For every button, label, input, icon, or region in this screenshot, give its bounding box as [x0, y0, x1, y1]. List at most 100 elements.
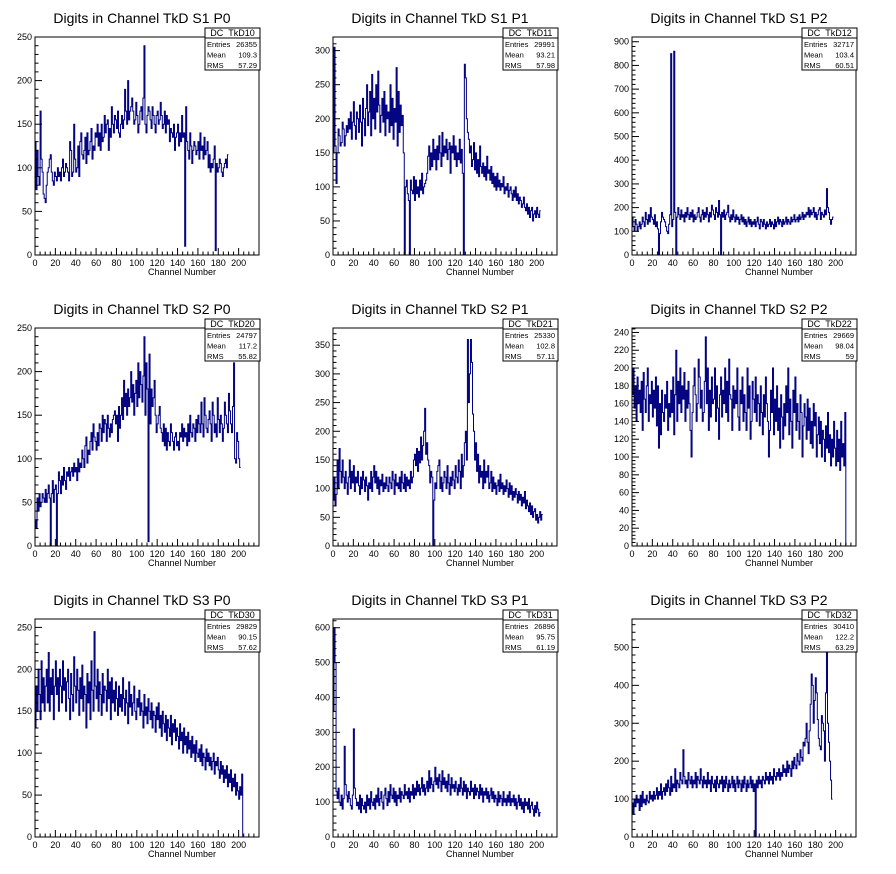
- y-tick-label: 800: [614, 60, 629, 70]
- x-tick-label: 140: [468, 258, 483, 268]
- y-tick-label: 150: [17, 706, 32, 716]
- x-tick-label: 120: [747, 549, 762, 559]
- y-tick-label: 200: [315, 426, 330, 436]
- histogram-series: [632, 650, 833, 838]
- x-tick-label: 120: [150, 258, 165, 268]
- x-tick-label: 160: [488, 840, 503, 850]
- y-tick-label: 300: [614, 718, 629, 728]
- y-tick-label: 220: [614, 345, 629, 355]
- x-tick-label: 40: [71, 549, 81, 559]
- histogram-panel: Digits in Channel TkD S3 P0 0 20 40 60 80 100 1…: [17, 592, 261, 859]
- stats-box: [502, 318, 559, 362]
- y-tick-label: 900: [614, 37, 629, 47]
- x-tick-label: 20: [647, 840, 657, 850]
- y-tick-label: 400: [614, 155, 629, 165]
- stats-label: Mean: [207, 633, 226, 642]
- x-tick-label: 100: [129, 840, 144, 850]
- x-tick-label: 200: [828, 549, 843, 559]
- y-tick-label: 50: [22, 497, 32, 507]
- y-tick-label: 0: [624, 250, 629, 260]
- x-tick-label: 200: [828, 258, 843, 268]
- stats-label: Entries: [505, 331, 529, 340]
- y-tick-label: 0: [325, 832, 330, 842]
- x-tick-label: 40: [668, 840, 678, 850]
- x-tick-label: 60: [688, 549, 698, 559]
- x-tick-label: 180: [509, 549, 524, 559]
- y-tick-label: 500: [315, 658, 330, 668]
- stats-rms: 55.82: [238, 352, 257, 361]
- stats-entries: 26896: [534, 622, 555, 631]
- stats-label: RMS: [207, 643, 224, 652]
- y-tick-label: 180: [614, 381, 629, 391]
- x-tick-label: 20: [647, 549, 657, 559]
- stats-label: Mean: [804, 633, 823, 642]
- x-tick-label: 60: [688, 840, 698, 850]
- stats-label: Mean: [505, 633, 524, 642]
- histogram-panel: Digits in Channel TkD S3 P2 0 20 40 60 80 100 1…: [614, 592, 858, 859]
- y-tick-label: 0: [27, 541, 32, 551]
- y-tick-label: 250: [17, 32, 32, 42]
- y-tick-label: 240: [614, 327, 629, 337]
- panel-title: Digits in Channel TkD S3 P1: [351, 592, 528, 608]
- x-axis-label: Channel Number: [446, 267, 514, 277]
- x-tick-label: 120: [747, 258, 762, 268]
- panel-title: Digits in Channel TkD S1 P1: [351, 10, 528, 26]
- x-axis-label: Channel Number: [745, 849, 813, 859]
- stats-label: Entries: [505, 622, 529, 631]
- x-tick-label: 0: [32, 840, 37, 850]
- stats-rms: 57.11: [537, 352, 555, 361]
- y-tick-label: 400: [315, 692, 330, 702]
- x-tick-label: 0: [629, 549, 634, 559]
- x-tick-label: 80: [708, 549, 718, 559]
- x-tick-label: 20: [50, 258, 60, 268]
- x-tick-label: 60: [688, 258, 698, 268]
- x-tick-label: 160: [190, 258, 205, 268]
- y-tick-label: 150: [315, 148, 330, 158]
- y-tick-label: 150: [315, 455, 330, 465]
- stats-rms: 63.29: [835, 643, 854, 652]
- x-axis-label: Channel Number: [446, 849, 514, 859]
- stats-name: DC_TkD31: [508, 610, 553, 620]
- stats-mean: 117.2: [239, 342, 257, 351]
- x-tick-label: 200: [529, 840, 544, 850]
- x-tick-label: 60: [91, 549, 101, 559]
- x-axis-label: Channel Number: [745, 267, 813, 277]
- x-tick-label: 0: [629, 840, 634, 850]
- y-tick-label: 250: [315, 80, 330, 90]
- x-tick-label: 40: [71, 840, 81, 850]
- y-tick-label: 200: [614, 756, 629, 766]
- stats-mean: 122.2: [835, 633, 854, 642]
- y-tick-label: 50: [22, 206, 32, 216]
- y-tick-label: 100: [315, 484, 330, 494]
- stats-entries: 26355: [236, 40, 257, 49]
- histogram-panel: Digits in Channel TkD S3 P1 0 20 40 60 80 100 1…: [315, 592, 559, 859]
- histogram-series: [632, 50, 834, 256]
- y-tick-label: 250: [315, 398, 330, 408]
- y-tick-label: 150: [17, 410, 32, 420]
- stats-mean: 95.75: [536, 633, 555, 642]
- stats-label: Entries: [804, 622, 828, 631]
- stats-label: RMS: [804, 61, 821, 70]
- x-tick-label: 100: [726, 840, 741, 850]
- x-tick-label: 120: [448, 258, 463, 268]
- y-tick-label: 100: [17, 748, 32, 758]
- x-tick-label: 180: [509, 258, 524, 268]
- x-tick-label: 140: [170, 549, 185, 559]
- y-tick-label: 200: [17, 664, 32, 674]
- x-tick-label: 60: [389, 549, 399, 559]
- stats-box: [502, 27, 559, 71]
- x-tick-label: 200: [231, 549, 246, 559]
- x-tick-label: 100: [726, 549, 741, 559]
- stats-box: [801, 27, 858, 71]
- y-tick-label: 50: [320, 216, 330, 226]
- stats-label: Entries: [207, 331, 231, 340]
- stats-name: DC_TkD32: [807, 610, 852, 620]
- stats-mean: 93.21: [536, 51, 555, 60]
- x-tick-label: 140: [767, 258, 782, 268]
- stats-label: Mean: [207, 342, 226, 351]
- y-tick-label: 100: [614, 794, 629, 804]
- x-tick-label: 200: [529, 549, 544, 559]
- x-tick-label: 40: [71, 258, 81, 268]
- x-tick-label: 20: [348, 840, 358, 850]
